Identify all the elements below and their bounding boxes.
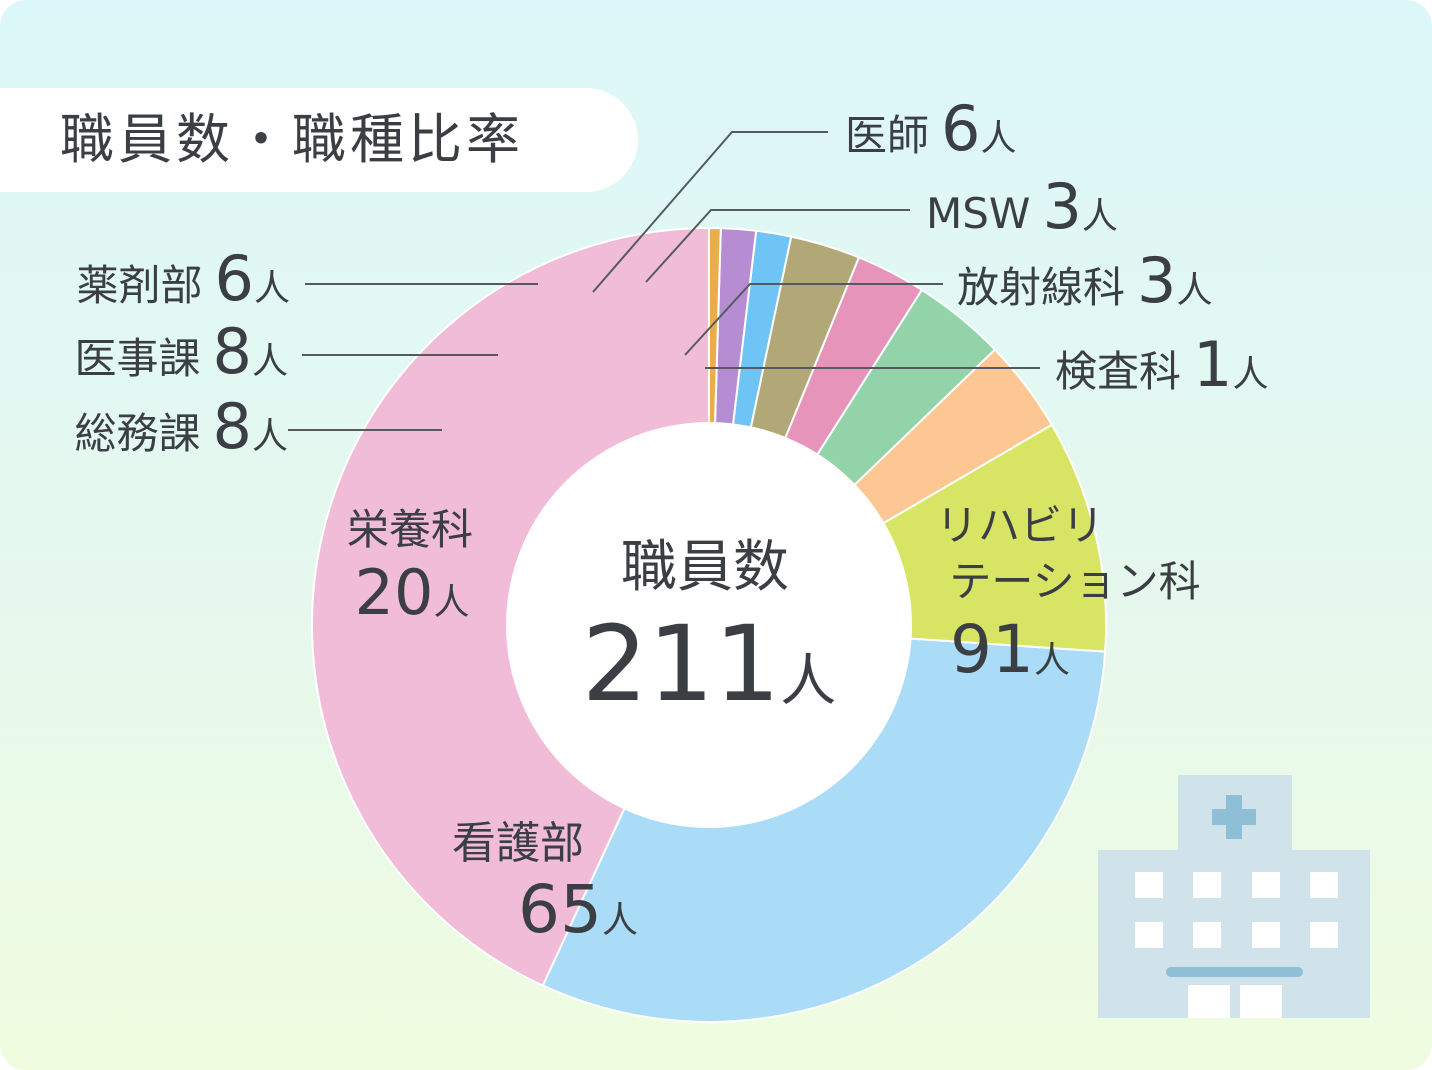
label-rehab-line1: リハビリ [936,501,1104,550]
donut-hole [506,422,912,828]
leader-line-radiology [684,283,943,356]
leader-lines [288,131,1040,431]
label-nursing-name: 看護部 [452,818,584,869]
label-doctor: 医師 6人 [845,92,1016,165]
label-nutrition-value: 20人 [355,556,470,629]
chart-title: 職員数・職種比率 [60,108,524,171]
hospital-building-icon [1098,775,1370,1018]
label-lab: 検査科 1人 [1055,328,1268,401]
label-general: 総務課 8人 [75,390,288,463]
label-nursing-value: 65人 [518,871,638,948]
label-radiology: 放射線科 3人 [957,244,1212,317]
label-pharmacy: 薬剤部 6人 [77,242,290,315]
title-pill: 職員数・職種比率 [0,88,638,192]
label-medaffairs: 医事課 8人 [75,315,288,388]
leader-line-doctor [592,131,828,293]
label-msw: MSW 3人 [926,170,1118,243]
center-total: 211人 [582,603,837,725]
center-label: 職員数 [621,535,789,600]
label-rehab-value: 91人 [950,611,1070,688]
leader-line-msw [645,209,910,283]
label-rehab-line2: テーション科 [949,557,1200,606]
label-nutrition-name: 栄養科 [347,505,473,554]
